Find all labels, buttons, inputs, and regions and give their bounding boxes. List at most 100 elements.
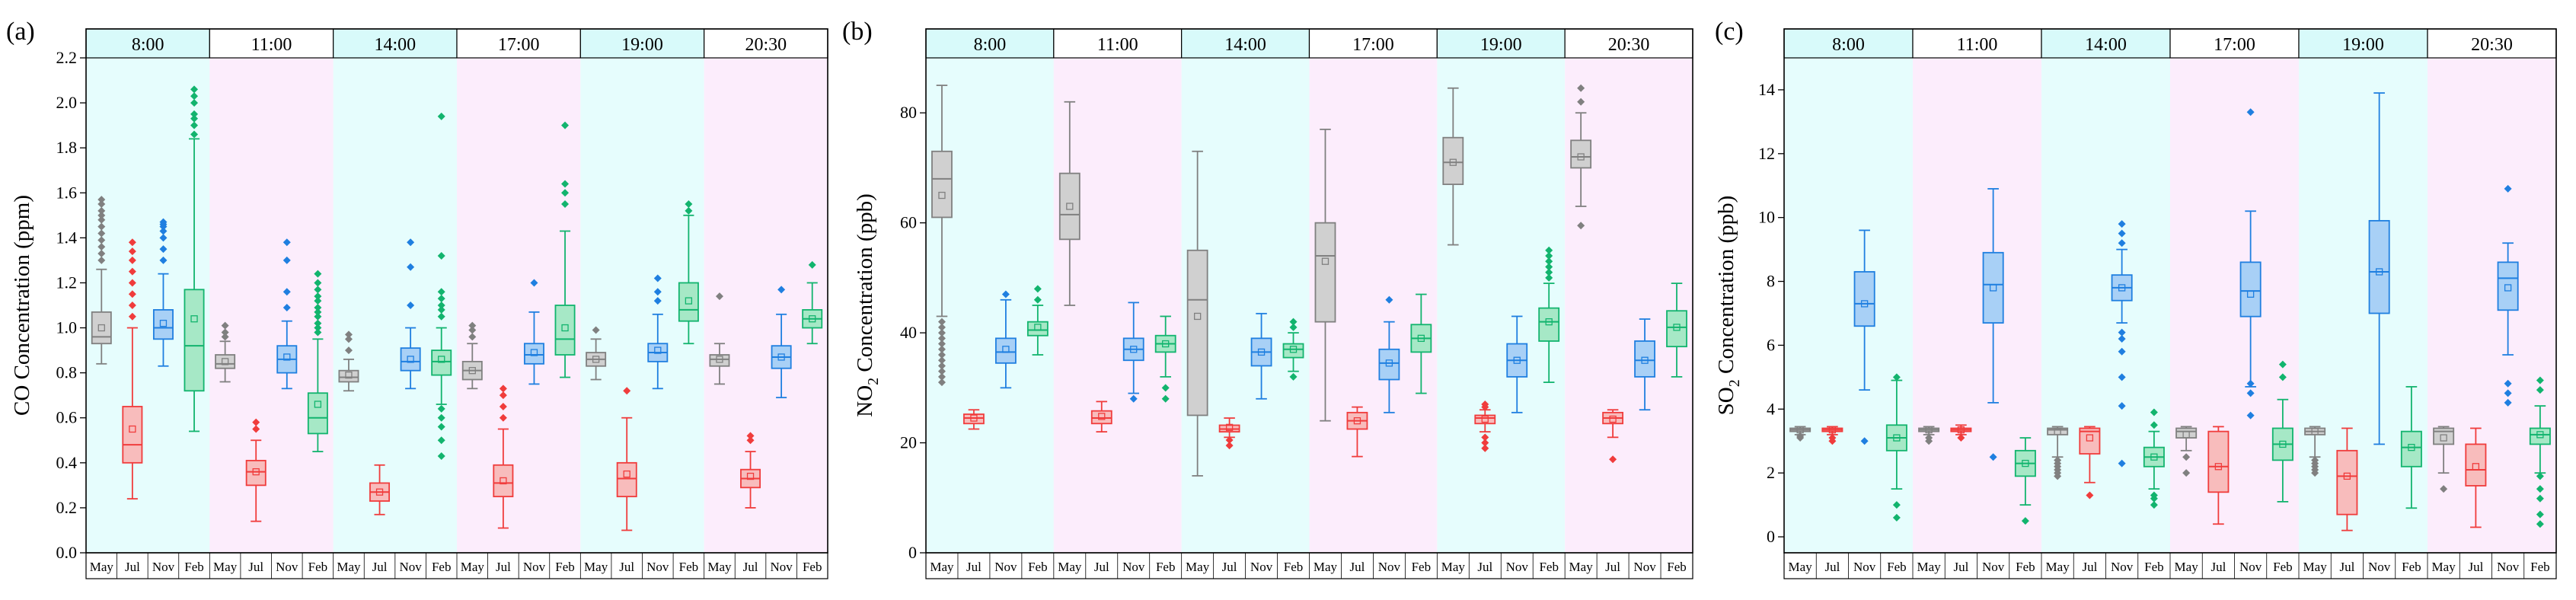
box-1100-may [1918, 426, 1940, 445]
outlier-point [1892, 513, 1901, 522]
iqr-box [400, 347, 421, 372]
mean-marker [716, 356, 723, 363]
outlier-point [499, 413, 507, 422]
time-header-label: 11:00 [1957, 35, 1998, 55]
time-header-cell [85, 28, 210, 59]
time-header-label: 17:00 [2214, 35, 2255, 55]
outlier-point [97, 200, 106, 209]
y-axis-label-subscript: 2 [865, 378, 882, 385]
mean-marker [2022, 459, 2029, 468]
outlier-point [746, 432, 755, 440]
mean-marker [1513, 356, 1521, 364]
outlier-point [344, 330, 353, 339]
iqr-box [678, 282, 699, 322]
month-label: May [2175, 560, 2199, 574]
outlier-point [128, 267, 136, 276]
month-label: May [1058, 560, 1082, 574]
mean-marker [2440, 434, 2447, 442]
outlier-point [623, 387, 631, 395]
outlier-point [1957, 434, 1965, 442]
box-1100-may [215, 321, 236, 383]
iqr-box [245, 459, 267, 487]
outlier-point [2536, 472, 2544, 480]
month-label: Nov [276, 560, 298, 574]
box-1100-feb [1154, 315, 1176, 403]
time-header-label: 17:00 [1352, 35, 1394, 55]
outlier-point [2311, 456, 2319, 464]
mean-marker [438, 356, 445, 363]
box-2030-jul [2465, 427, 2487, 528]
month-label: May [461, 560, 485, 574]
y-tick-label: 1.6 [56, 183, 78, 202]
outlier-point [97, 196, 106, 204]
box-2030-nov [771, 286, 792, 399]
outlier-point [653, 274, 662, 282]
time-header-label: 14:00 [2085, 35, 2127, 55]
month-label: Nov [2239, 560, 2262, 574]
month-label: Nov [523, 560, 546, 574]
outlier-point [2536, 376, 2544, 385]
outlier-point [468, 333, 477, 341]
month-label: Nov [2111, 560, 2134, 574]
outlier-point [1481, 401, 1489, 408]
month-label: Jul [1350, 560, 1365, 574]
month-label: Jul [372, 560, 388, 574]
outlier-point [468, 321, 477, 330]
outlier-point [282, 288, 291, 296]
box-1700-may [1314, 128, 1336, 422]
mean-marker [1609, 415, 1617, 423]
outlier-point [2118, 239, 2126, 247]
y-tick-label: 0.8 [56, 363, 78, 382]
outlier-point [437, 423, 445, 431]
outlier-point [314, 270, 322, 278]
month-label: Nov [1378, 560, 1401, 574]
time-header-label: 20:30 [745, 35, 787, 55]
box-2030-nov [2497, 184, 2519, 407]
outlier-point [499, 402, 507, 410]
mean-marker [2246, 290, 2255, 298]
month-label: May [1789, 560, 1813, 574]
box-800-nov [994, 290, 1017, 389]
mean-marker [1321, 257, 1329, 265]
box-1400-feb [1282, 318, 1304, 381]
month-label: Feb [2144, 560, 2164, 574]
y-axis-label: SO2 Concentration (ppb) [1714, 196, 1743, 416]
mean-marker [2343, 472, 2351, 480]
y-axis-label: CO Concentration (ppm) [10, 195, 34, 416]
outlier-point [561, 121, 570, 129]
time-header-label: 8:00 [132, 35, 164, 55]
outlier-point [561, 180, 570, 188]
month-label: Jul [1953, 560, 1968, 574]
outlier-point [221, 328, 229, 337]
outlier-point [2118, 220, 2126, 228]
panel-label: (c) [1715, 18, 1744, 46]
mean-marker [468, 367, 476, 375]
mean-marker [1449, 158, 1457, 166]
box-1100-jul [1950, 424, 1972, 442]
iqr-box [2465, 443, 2487, 487]
outlier-point [314, 279, 322, 287]
mean-marker [1257, 348, 1266, 356]
outlier-point [1161, 384, 1170, 392]
month-label: Feb [679, 560, 699, 574]
y-tick-label: 2 [1767, 463, 1775, 482]
outlier-point [1545, 273, 1553, 282]
month-label: Feb [1412, 560, 1432, 574]
month-label: Jul [2468, 560, 2483, 574]
mean-marker [1989, 284, 1997, 292]
month-label: Jul [743, 560, 758, 574]
box-1700-feb [554, 121, 576, 378]
y-tick-label: 0.2 [56, 498, 78, 517]
outlier-point [2118, 402, 2126, 410]
mean-marker [190, 315, 198, 323]
y-tick-label: 2.0 [56, 93, 78, 112]
box-2030-jul [1602, 409, 1624, 464]
outlier-point [1545, 246, 1553, 254]
mean-marker [407, 356, 414, 363]
outlier-point [1289, 323, 1298, 331]
month-label: Jul [1094, 560, 1109, 574]
outlier-point [2278, 360, 2287, 369]
month-label: Jul [496, 560, 511, 574]
mean-marker [1098, 413, 1106, 420]
